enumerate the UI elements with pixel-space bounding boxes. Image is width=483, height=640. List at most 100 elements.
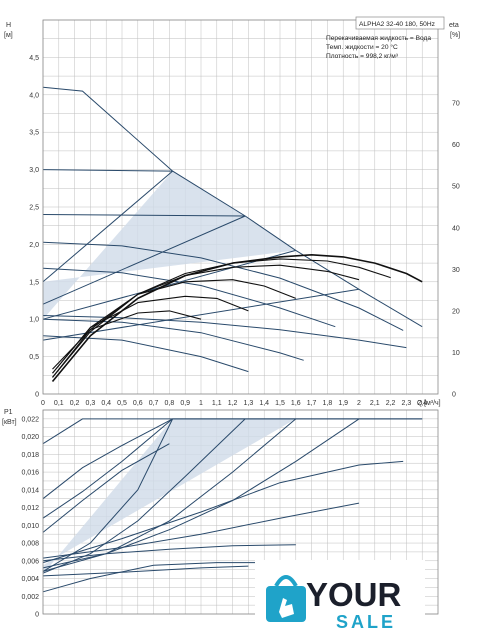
- top-plot-frame: [42, 19, 439, 395]
- x-tick-label: 1,5: [275, 400, 285, 407]
- logo-word-your: YOUR: [306, 576, 402, 613]
- power-curve: [42, 544, 296, 562]
- head-efficiency-chart: 0 0,1 0,2 0,3 0,4 0,5 0,6 0,7 0,8 0,9 1 1,1 1,2 1,3 1,…: [4, 16, 460, 407]
- x-axis-label: Q: [417, 400, 423, 407]
- power-curve: [42, 502, 360, 559]
- power-y-tick-labels: 0 0,002 0,004 0,006 0,008 0,010 0,012 0,014 0,01…: [21, 416, 39, 618]
- bottom-plot-frame: [42, 409, 439, 615]
- efficiency-curves: [51, 254, 423, 383]
- power-curve: [42, 418, 297, 572]
- power-curve: [42, 418, 246, 574]
- x-tick-label: 0,9: [180, 400, 190, 407]
- y2-tick-label: 70: [452, 101, 460, 108]
- y2-tick-label: 0: [452, 392, 456, 399]
- y-tick-label: 3,5: [29, 130, 39, 137]
- x-tick-label: 2,3: [402, 400, 412, 407]
- power-range-shade: [43, 418, 296, 575]
- y-tick-label: 0,5: [29, 354, 39, 361]
- x-tick-label: 2,2: [386, 400, 396, 407]
- model-label-box: [355, 16, 445, 30]
- your-sale-logo: YOUR SALE: [255, 560, 425, 635]
- x-tick-label: 0,5: [117, 400, 127, 407]
- x-tick-label: 0,3: [86, 400, 96, 407]
- power-curve: [42, 418, 423, 572]
- power-curve: [42, 418, 360, 569]
- y-tick-labels: 0 0,5 1,0 1,5 2,0 2,5 3,0 3,5 4,0 4,5: [29, 55, 39, 399]
- power-curve: [42, 460, 404, 564]
- y2-tick-labels: 0 10 20 30 40 50 60 70: [452, 101, 460, 399]
- power-y-tick-label: 0,002: [21, 594, 39, 601]
- x-tick-label: 2: [357, 400, 361, 407]
- logo-word-sale: SALE: [336, 612, 396, 632]
- y-tick-label: 3,0: [29, 167, 39, 174]
- power-curves: [42, 418, 423, 593]
- power-y-tick-label: 0,006: [21, 558, 39, 565]
- x-axis-unit: [м³/ч]: [424, 400, 441, 407]
- power-axis-label: P1: [4, 409, 13, 416]
- x-tick-label: 1,9: [338, 400, 348, 407]
- x-tick-label: 1,8: [323, 400, 333, 407]
- power-y-tick-label: 0,020: [21, 434, 39, 441]
- x-tick-label: 0,7: [149, 400, 159, 407]
- head-curve: [42, 249, 296, 320]
- y-tick-label: 0: [35, 392, 39, 399]
- x-tick-label: 0,6: [133, 400, 143, 407]
- x-tick-label: 0,2: [70, 400, 80, 407]
- info-line-density: Плотность = 998,2 кг/м³: [326, 53, 399, 60]
- x-tick-label: 1,4: [259, 400, 269, 407]
- x-tick-label: 1,7: [307, 400, 317, 407]
- y2-tick-label: 30: [452, 267, 460, 274]
- efficiency-curve: [52, 295, 249, 374]
- x-tick-label: 0,4: [101, 400, 111, 407]
- y2-tick-label: 10: [452, 350, 460, 357]
- power-curve: [42, 562, 280, 593]
- power-y-tick-label: 0,022: [21, 416, 39, 423]
- head-curve: [42, 169, 173, 172]
- x-tick-label: 1,2: [228, 400, 238, 407]
- power-y-tick-label: 0: [35, 612, 39, 619]
- x-tick-label: 2,4: [417, 400, 427, 407]
- y-tick-label: 4,0: [29, 92, 39, 99]
- x-tick-label: 1,1: [212, 400, 222, 407]
- head-curve: [42, 170, 173, 283]
- power-axis-unit: [кВт]: [2, 419, 17, 426]
- y2-axis-label: eta: [449, 22, 459, 29]
- y-tick-label: 2,0: [29, 242, 39, 249]
- y2-tick-label: 60: [452, 142, 460, 149]
- efficiency-curve: [52, 310, 202, 370]
- head-curve: [42, 318, 304, 361]
- y2-tick-label: 20: [452, 308, 460, 315]
- y2-axis-unit: [%]: [450, 32, 460, 39]
- power-y-tick-label: 0,004: [21, 576, 39, 583]
- x-tick-label: 0: [41, 400, 45, 407]
- model-label: ALPHA2 32-40 180, 50Hz: [359, 21, 435, 28]
- efficiency-curve: [52, 279, 297, 374]
- top-grid: [42, 19, 438, 395]
- head-curve: [42, 214, 246, 217]
- power-y-tick-label: 0,014: [21, 487, 39, 494]
- power-y-tick-label: 0,016: [21, 470, 39, 477]
- x-tick-label: 1: [199, 400, 203, 407]
- power-y-tick-label: 0,012: [21, 505, 39, 512]
- x-tick-label: 2,1: [370, 400, 380, 407]
- y-tick-label: 1,5: [29, 279, 39, 286]
- x-tick-label: 0,8: [165, 400, 175, 407]
- y-axis-label: H: [6, 22, 11, 29]
- power-curve: [42, 418, 173, 500]
- power-curve: [42, 443, 170, 533]
- head-curve: [42, 241, 404, 331]
- operating-range-shade: [43, 171, 296, 320]
- info-line-fluid: Перекачиваемая жидкость = Вода: [326, 35, 431, 42]
- power-y-tick-label: 0,010: [21, 523, 39, 530]
- y-axis-unit: [м]: [4, 32, 13, 39]
- x-tick-label: 1,6: [291, 400, 301, 407]
- x-tick-labels: 0 0,1 0,2 0,3 0,4 0,5 0,6 0,7 0,8 0,9 1 1,1 1,2 1,3 1,…: [41, 400, 427, 407]
- head-curve: [42, 215, 246, 305]
- y2-tick-label: 50: [452, 184, 460, 191]
- head-curve: [42, 267, 336, 328]
- y-tick-label: 1,0: [29, 317, 39, 324]
- x-tick-label: 1,3: [244, 400, 254, 407]
- y-tick-label: 2,5: [29, 205, 39, 212]
- info-line-temp: Темп. жидкости = 20 °C: [326, 43, 398, 51]
